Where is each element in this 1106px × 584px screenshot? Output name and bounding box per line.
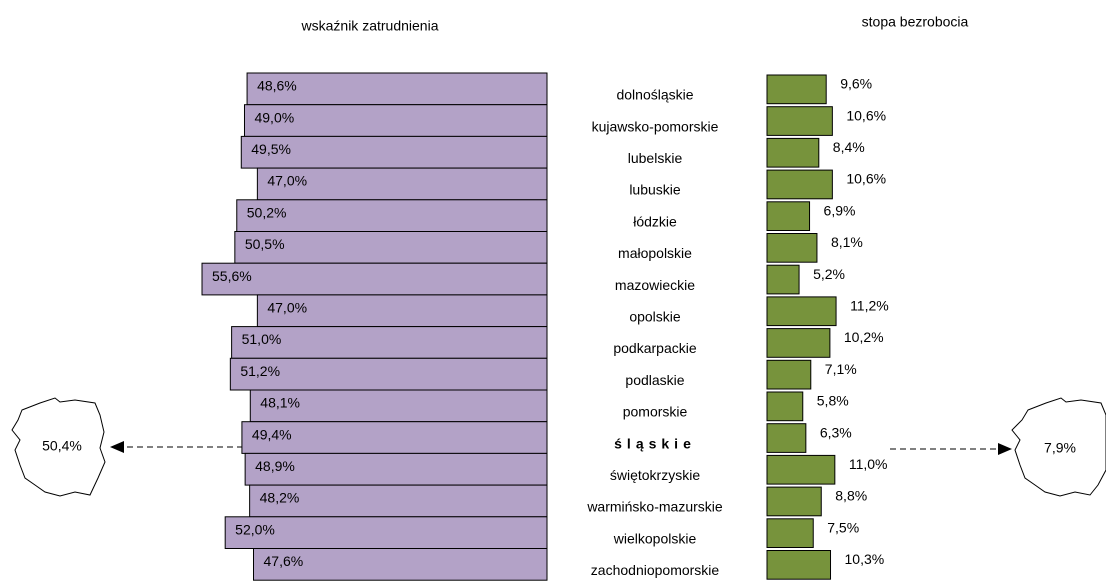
bar bbox=[766, 296, 837, 327]
bar bbox=[766, 359, 812, 390]
bar bbox=[243, 104, 548, 137]
category-label: kujawsko-pomorskie bbox=[592, 118, 719, 134]
bar bbox=[766, 74, 827, 105]
bar bbox=[229, 357, 548, 391]
bar bbox=[236, 199, 548, 233]
value-label: 6,9% bbox=[824, 202, 856, 218]
bar bbox=[766, 264, 800, 295]
category-label: łódzkie bbox=[633, 213, 677, 229]
bar bbox=[766, 550, 832, 580]
bar bbox=[253, 548, 548, 581]
left-title: wskaźnik zatrudnienia bbox=[301, 18, 439, 34]
bar bbox=[231, 326, 548, 359]
bar bbox=[766, 391, 804, 422]
value-label: 48,2% bbox=[260, 490, 300, 506]
value-label: 7,1% bbox=[825, 361, 857, 377]
right-title: stopa bezrobocia bbox=[862, 14, 969, 30]
category-label: podkarpackie bbox=[613, 340, 696, 356]
category-label: świętokrzyskie bbox=[610, 467, 700, 483]
value-label: 6,3% bbox=[820, 424, 852, 440]
category-label: wielkopolskie bbox=[613, 530, 697, 546]
arrowhead-left bbox=[110, 441, 124, 453]
value-label: 11,2% bbox=[850, 297, 889, 313]
category-label: lubuskie bbox=[629, 182, 681, 198]
poland-outline-left bbox=[11, 397, 106, 497]
value-label: 49,0% bbox=[254, 109, 294, 125]
bar bbox=[244, 452, 548, 486]
bar bbox=[201, 262, 548, 296]
bar bbox=[766, 233, 818, 263]
value-label: 5,8% bbox=[817, 393, 849, 409]
bar bbox=[766, 328, 831, 358]
bar bbox=[766, 169, 833, 200]
category-label: opolskie bbox=[629, 308, 681, 324]
bar bbox=[241, 421, 548, 454]
category-label: małopolskie bbox=[618, 245, 692, 261]
category-label: podlaskie bbox=[625, 372, 684, 388]
value-label: 7,5% bbox=[827, 519, 859, 535]
value-label: 48,9% bbox=[255, 458, 295, 474]
value-label: 48,6% bbox=[257, 78, 297, 94]
category-label: lubelskie bbox=[628, 150, 683, 166]
value-label: 52,0% bbox=[235, 521, 275, 537]
reference-label: 7,9% bbox=[1044, 440, 1076, 456]
bar bbox=[766, 201, 811, 232]
value-label: 49,5% bbox=[251, 141, 291, 157]
value-label: 48,1% bbox=[260, 395, 300, 411]
bar bbox=[249, 484, 548, 518]
bar bbox=[256, 294, 548, 328]
category-label: pomorskie bbox=[623, 404, 688, 420]
value-label: 50,2% bbox=[247, 204, 287, 220]
bar bbox=[234, 231, 548, 264]
value-label: 47,6% bbox=[264, 553, 304, 569]
value-label: 10,2% bbox=[844, 329, 884, 345]
value-label: 49,4% bbox=[252, 426, 292, 442]
value-label: 10,6% bbox=[846, 107, 886, 123]
bar bbox=[766, 518, 814, 548]
value-label: 8,8% bbox=[835, 488, 867, 504]
bar bbox=[256, 167, 548, 201]
value-label: 50,5% bbox=[245, 236, 285, 252]
category-label: śląskie bbox=[614, 435, 696, 451]
bar bbox=[766, 486, 822, 517]
reference-label: 50,4% bbox=[42, 438, 82, 454]
value-label: 8,1% bbox=[831, 234, 863, 250]
value-label: 11,0% bbox=[849, 456, 888, 472]
arrowhead-right bbox=[998, 443, 1012, 455]
category-label: dolnośląskie bbox=[616, 87, 693, 103]
value-label: 47,0% bbox=[267, 299, 307, 315]
category-label: warmińsko-mazurskie bbox=[586, 499, 723, 515]
value-label: 9,6% bbox=[840, 76, 872, 92]
value-label: 10,6% bbox=[846, 171, 886, 187]
bar bbox=[246, 72, 548, 106]
category-label: zachodniopomorskie bbox=[591, 562, 720, 578]
poland-outline-right bbox=[1011, 397, 1106, 497]
bar bbox=[766, 137, 820, 168]
value-label: 51,0% bbox=[242, 331, 282, 347]
value-label: 55,6% bbox=[212, 268, 252, 284]
bar bbox=[766, 423, 807, 453]
value-label: 47,0% bbox=[267, 173, 307, 189]
bar bbox=[766, 106, 833, 136]
value-label: 5,2% bbox=[813, 266, 845, 282]
category-label: mazowieckie bbox=[615, 277, 695, 293]
bar bbox=[766, 454, 836, 485]
value-label: 8,4% bbox=[833, 139, 865, 155]
value-label: 10,3% bbox=[845, 551, 885, 567]
value-label: 51,2% bbox=[240, 363, 280, 379]
